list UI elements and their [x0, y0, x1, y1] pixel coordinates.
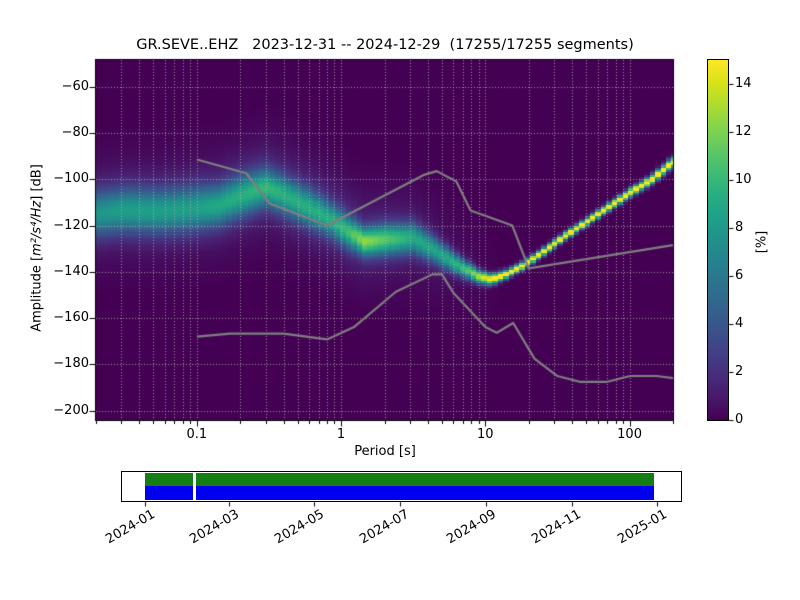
plot-title: GR.SEVE..EHZ 2023-12-31 -- 2024-12-29 (1… — [136, 37, 634, 53]
y-axis-label: Amplitude [m²/s⁴/Hz] [dB] — [29, 164, 45, 332]
colorbar-tick-label: 12 — [735, 124, 752, 139]
colorbar-tick-label: 14 — [735, 76, 752, 91]
y-tick-label: −200 — [53, 402, 89, 418]
x-tick-label: 100 — [617, 427, 642, 442]
coverage-timeline — [121, 471, 682, 502]
colorbar-tick-label: 8 — [735, 220, 744, 235]
y-tick-label: −180 — [53, 356, 89, 372]
colorbar-tick-label: 4 — [735, 316, 744, 331]
colorbar-label: [%] — [754, 230, 770, 254]
colorbar-tick-label: 6 — [735, 268, 744, 283]
coverage-bar-blue — [145, 486, 655, 500]
y-tick-label: −120 — [53, 217, 89, 233]
x-tick-label: 10 — [477, 427, 494, 442]
y-tick-label: −160 — [53, 310, 89, 326]
y-tick-label: −100 — [53, 171, 89, 187]
y-tick-label: −60 — [61, 78, 89, 94]
colorbar-tick-label: 10 — [735, 172, 752, 187]
y-tick-label: −80 — [61, 124, 89, 140]
colorbar-tick-label: 0 — [735, 412, 744, 427]
x-tick-label: 0.1 — [186, 427, 208, 442]
colorbar-tick-label: 2 — [735, 364, 744, 379]
coverage-gap — [193, 473, 197, 500]
colorbar — [707, 59, 729, 421]
y-tick-label: −140 — [53, 263, 89, 279]
x-axis-label: Period [s] — [354, 444, 416, 459]
x-tick-label: 1 — [336, 427, 346, 442]
coverage-bar-green — [145, 473, 655, 486]
